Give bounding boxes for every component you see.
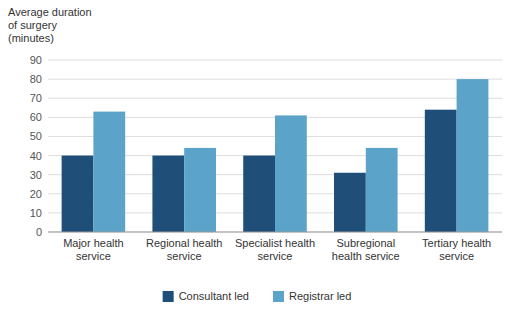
y-axis-label-line: Average duration xyxy=(8,6,92,18)
legend-item: Registrar led xyxy=(273,290,351,302)
y-axis-label-line: (minutes) xyxy=(8,32,54,44)
y-tick-label: 70 xyxy=(30,92,42,104)
chart-container: Average durationof surgery(minutes) 0 10 20… xyxy=(0,0,514,312)
bar xyxy=(243,156,275,232)
x-tick-label: Major healthservice xyxy=(63,237,124,262)
x-tick-label-line: health service xyxy=(332,250,400,262)
y-tick-label: 50 xyxy=(30,130,42,142)
x-tick-label: Regional healthservice xyxy=(146,237,222,262)
bar xyxy=(275,115,307,232)
x-tick-label-line: Subregional xyxy=(336,237,395,249)
y-ticks: 0 10 20 30 40 50 60 70 80 90 xyxy=(30,54,42,238)
x-tick-label-line: Major health xyxy=(63,237,124,249)
legend-swatch xyxy=(273,291,284,302)
grid-line xyxy=(48,79,502,80)
y-tick-label: 60 xyxy=(30,111,42,123)
legend: Consultant led Registrar led xyxy=(163,290,352,302)
chart-svg: Average durationof surgery(minutes) 0 10 20… xyxy=(0,0,514,312)
x-tick-label: Specialist healthservice xyxy=(235,237,315,262)
x-tick-label: Subregionalhealth service xyxy=(332,237,400,262)
bars xyxy=(62,79,489,232)
legend-label: Consultant led xyxy=(179,290,249,302)
grid-line xyxy=(48,232,502,233)
bar xyxy=(334,173,366,232)
grid-line xyxy=(48,98,502,99)
bar xyxy=(184,148,216,232)
y-tick-label: 10 xyxy=(30,207,42,219)
bar xyxy=(457,79,489,232)
x-tick-label-line: service xyxy=(258,250,293,262)
bar xyxy=(93,112,125,232)
grid-line xyxy=(48,60,502,61)
y-tick-label: 30 xyxy=(30,169,42,181)
x-ticks: Major healthserviceRegional healthservic… xyxy=(63,237,491,262)
x-tick-label: Tertiary healthservice xyxy=(422,237,491,262)
x-tick-label-line: service xyxy=(167,250,202,262)
x-tick-label-line: Tertiary health xyxy=(422,237,491,249)
x-tick-label-line: Specialist health xyxy=(235,237,315,249)
legend-item: Consultant led xyxy=(163,290,249,302)
y-axis-label: Average durationof surgery(minutes) xyxy=(8,6,92,44)
bar xyxy=(152,156,184,232)
bar xyxy=(366,148,398,232)
x-tick-label-line: service xyxy=(439,250,474,262)
y-tick-label: 20 xyxy=(30,188,42,200)
y-tick-label: 0 xyxy=(36,226,42,238)
x-tick-label-line: Regional health xyxy=(146,237,222,249)
legend-swatch xyxy=(163,291,174,302)
y-tick-label: 80 xyxy=(30,73,42,85)
bar xyxy=(62,156,94,232)
y-tick-label: 90 xyxy=(30,54,42,66)
y-axis-label-line: of surgery xyxy=(8,19,57,31)
grid xyxy=(48,60,502,232)
x-axis-line xyxy=(48,232,502,233)
x-tick-label-line: service xyxy=(76,250,111,262)
bar xyxy=(425,110,457,232)
legend-label: Registrar led xyxy=(289,290,351,302)
y-tick-label: 40 xyxy=(30,150,42,162)
